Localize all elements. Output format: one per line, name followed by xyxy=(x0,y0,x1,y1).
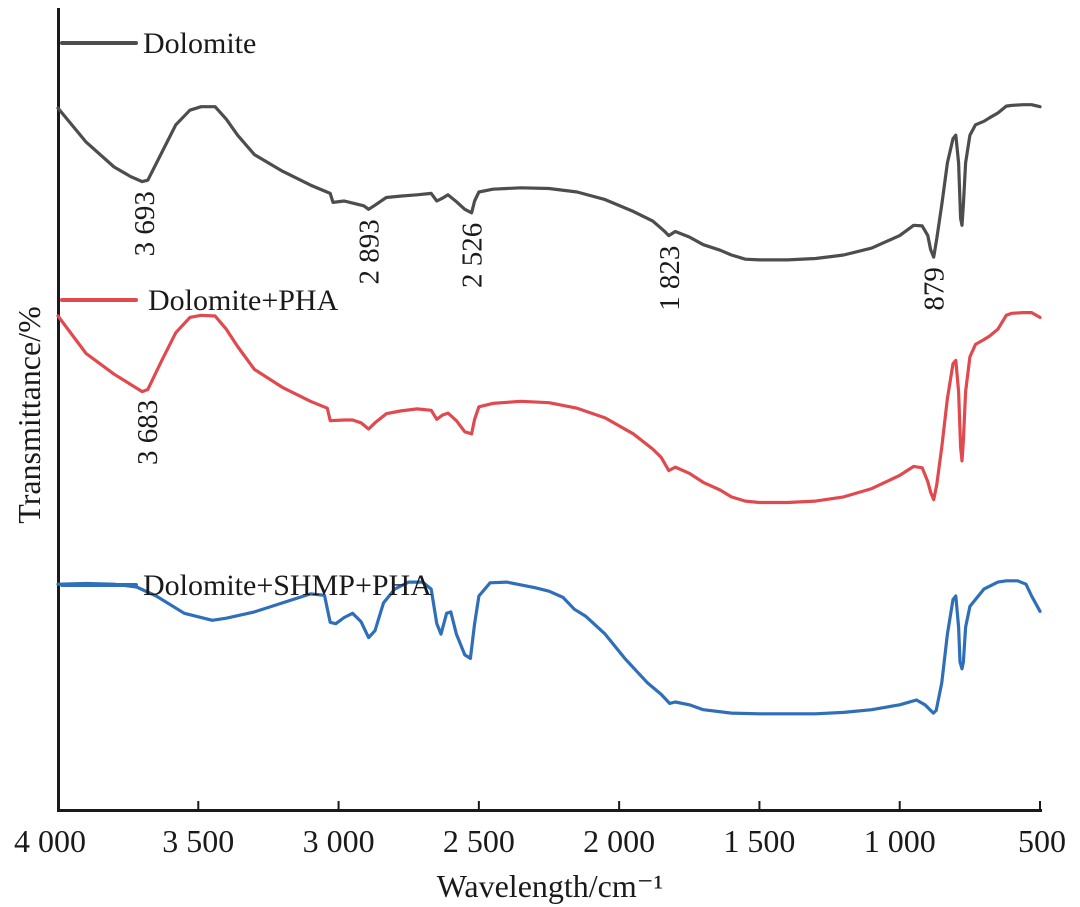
legend: Dolomite Dolomite+PHA Dolomite+SHMP+PHA xyxy=(60,27,432,602)
peak-label-2526: 2 526 xyxy=(457,223,489,288)
legend-label-dolomite: Dolomite xyxy=(143,27,256,60)
y-axis-title: Transmittance/% xyxy=(11,306,47,523)
x-axis-title: Wavelength/cm⁻¹ xyxy=(437,868,664,904)
x-tick-label: 1 500 xyxy=(723,823,795,859)
x-ticks: 4 000 3 500 3 000 2 500 2 000 1 500 1 000 500 xyxy=(14,801,1066,859)
series-line-dolomite-pha xyxy=(56,311,1042,505)
x-tick-label: 500 xyxy=(1018,823,1066,859)
x-tick-label: 3 000 xyxy=(303,823,375,859)
x-tick-label: 1 000 xyxy=(864,823,936,859)
peak-label-1823: 1 823 xyxy=(654,246,686,311)
peak-label-3683: 3 683 xyxy=(132,400,164,465)
peak-label-2893: 2 893 xyxy=(354,219,386,284)
x-tick-label: 3 500 xyxy=(162,823,234,859)
x-tick-label: 2 500 xyxy=(443,823,515,859)
x-tick-label: 2 000 xyxy=(583,823,655,859)
series-line-dolomite xyxy=(56,103,1042,262)
series-layer xyxy=(56,103,1042,716)
series-line-dolomite-shmp-pha xyxy=(56,579,1042,716)
peak-label-879: 879 xyxy=(919,267,951,311)
legend-label-dolomite-shmp-pha: Dolomite+SHMP+PHA xyxy=(143,569,432,602)
legend-label-dolomite-pha: Dolomite+PHA xyxy=(148,284,339,317)
peak-label-3693: 3 693 xyxy=(129,191,161,256)
x-tick-label: 4 000 xyxy=(14,823,86,859)
plot-frame xyxy=(57,8,1042,812)
peak-annotations: 3 693 2 893 2 526 1 823 879 3 683 xyxy=(129,191,951,465)
